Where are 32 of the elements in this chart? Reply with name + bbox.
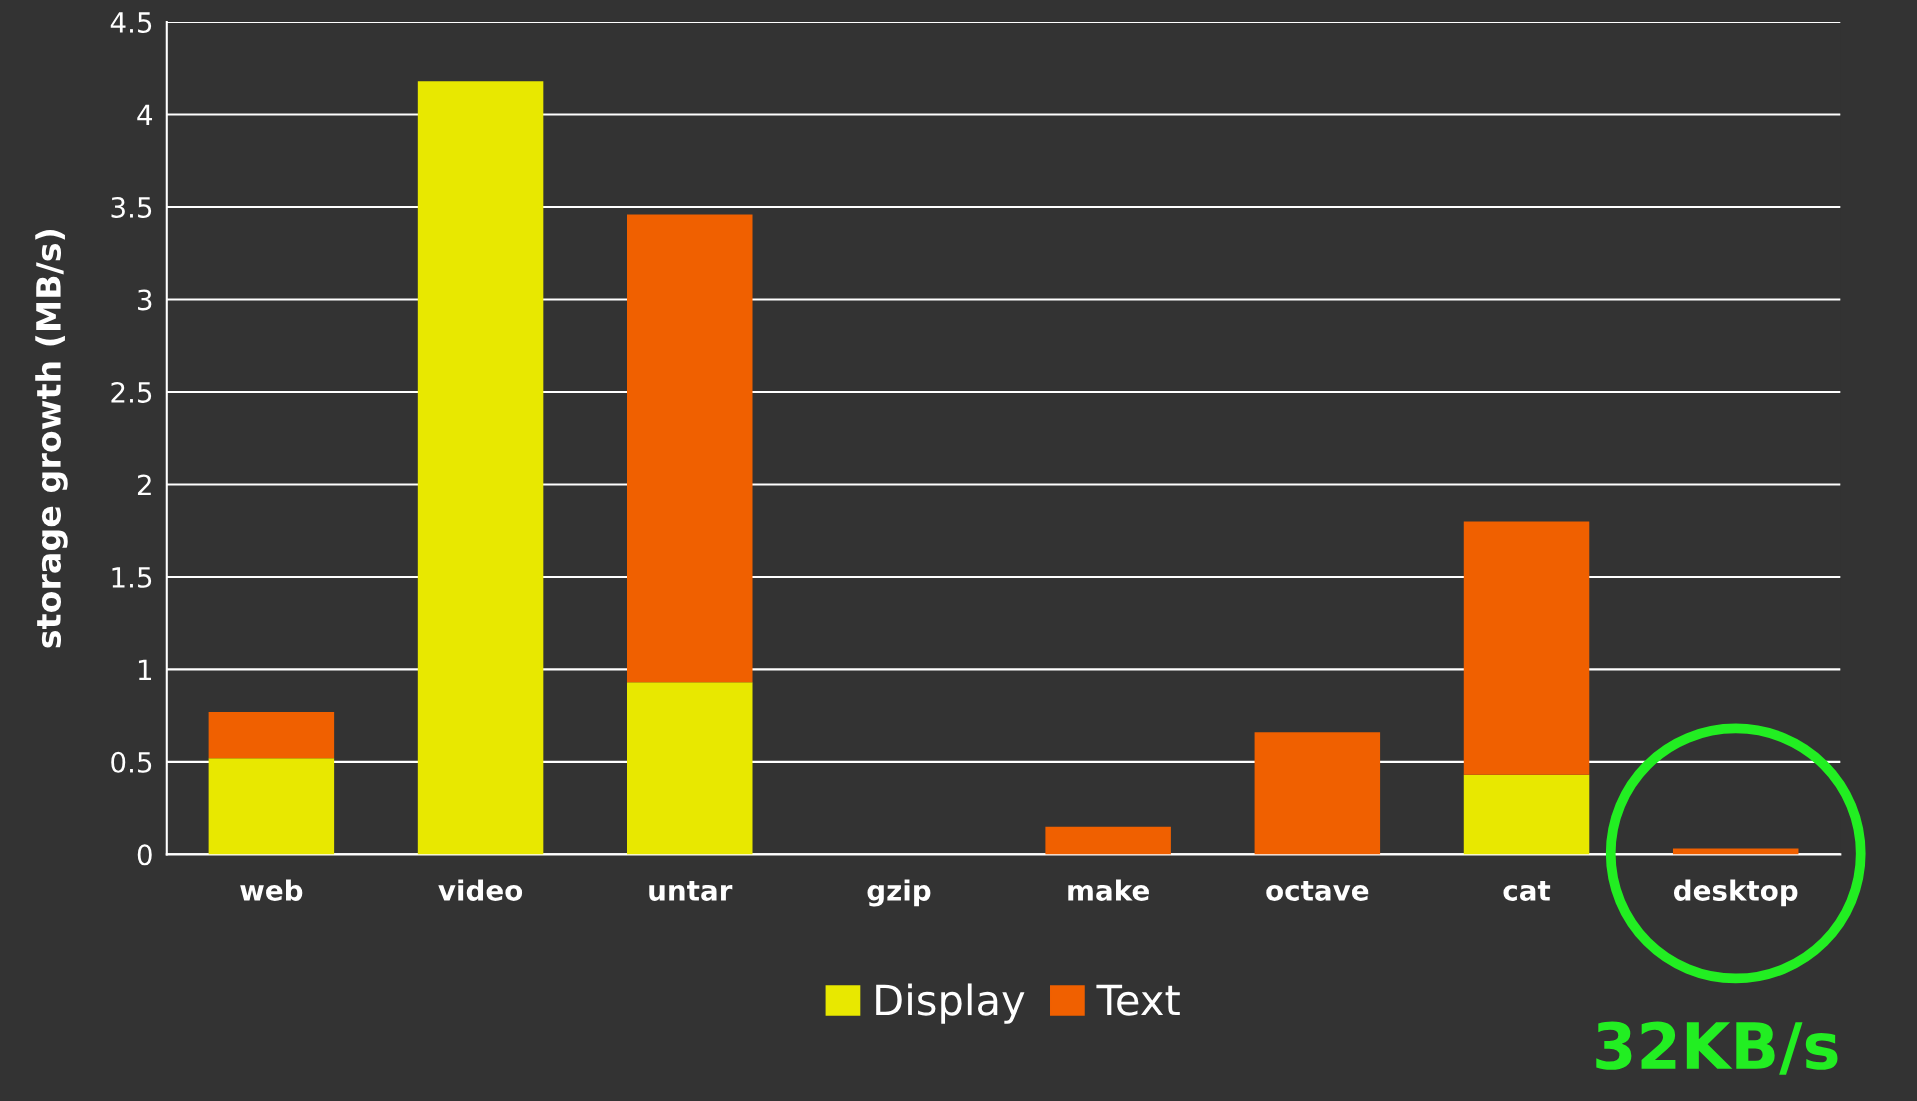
y-tick-label: 3.5 — [111, 196, 152, 218]
y-tick-label: 1.5 — [112, 567, 152, 588]
x-tick-label: make — [1068, 879, 1149, 901]
x-tick-label: cat — [1503, 880, 1551, 901]
y-axis-title: storage growth (MB/s) — [35, 230, 68, 648]
x-tick-label: desktop — [1673, 879, 1798, 907]
x-tick-label: untar — [649, 880, 733, 901]
y-tick-label: 3 — [138, 289, 152, 311]
x-tick-label: gzip — [867, 879, 931, 907]
bar — [627, 682, 753, 855]
bar — [1463, 774, 1590, 855]
bar — [627, 214, 753, 683]
bar — [208, 758, 335, 855]
y-tick-label: 1 — [138, 659, 152, 680]
y-tick-label: 4 — [137, 104, 153, 126]
x-tick-label: web — [240, 879, 303, 901]
y-tick-label: 2 — [137, 474, 151, 495]
bar — [1463, 521, 1590, 775]
y-tick-label: 0.5 — [111, 751, 152, 773]
x-tick-label: octave — [1266, 880, 1369, 901]
bar — [1672, 848, 1799, 855]
x-tick-label: video — [438, 879, 523, 901]
bar — [208, 711, 335, 759]
y-tick-label: 2.5 — [111, 381, 152, 403]
bar — [1254, 732, 1381, 855]
bar — [417, 81, 544, 855]
legend-label: Text — [1096, 984, 1180, 1016]
annotation: 32KB/s — [1596, 1021, 1838, 1075]
y-tick-label: 4.5 — [110, 12, 152, 33]
y-tick-label: 0 — [137, 844, 152, 866]
bar — [1045, 826, 1171, 855]
legend-label: Display — [876, 983, 1025, 1024]
